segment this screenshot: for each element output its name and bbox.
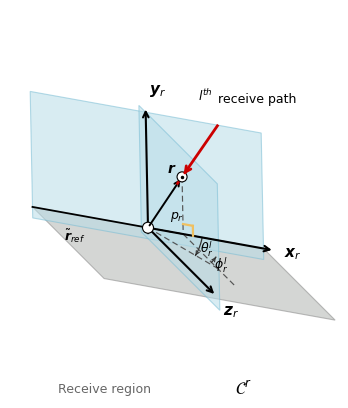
Text: $\phi_r^l$: $\phi_r^l$	[214, 256, 228, 275]
Polygon shape	[139, 105, 220, 310]
Polygon shape	[32, 207, 335, 320]
Circle shape	[177, 172, 187, 182]
Text: $\boldsymbol{x}_r$: $\boldsymbol{x}_r$	[284, 246, 302, 262]
Text: $\boldsymbol{y}_r$: $\boldsymbol{y}_r$	[150, 83, 166, 99]
Text: Receive region: Receive region	[58, 383, 151, 396]
Circle shape	[142, 222, 153, 233]
Text: $l^{th}$: $l^{th}$	[198, 88, 212, 104]
Polygon shape	[30, 91, 264, 259]
Text: $\theta_r^l$: $\theta_r^l$	[200, 240, 214, 259]
Text: $\boldsymbol{z}_r$: $\boldsymbol{z}_r$	[223, 305, 239, 320]
Text: $\mathcal{C}^r$: $\mathcal{C}^r$	[235, 380, 252, 399]
Text: receive path: receive path	[219, 93, 297, 106]
Text: $\tilde{\boldsymbol{r}}_{ref}$: $\tilde{\boldsymbol{r}}_{ref}$	[64, 227, 86, 244]
Text: $\boldsymbol{r}$: $\boldsymbol{r}$	[167, 162, 177, 176]
Text: $p_r$: $p_r$	[170, 210, 184, 224]
